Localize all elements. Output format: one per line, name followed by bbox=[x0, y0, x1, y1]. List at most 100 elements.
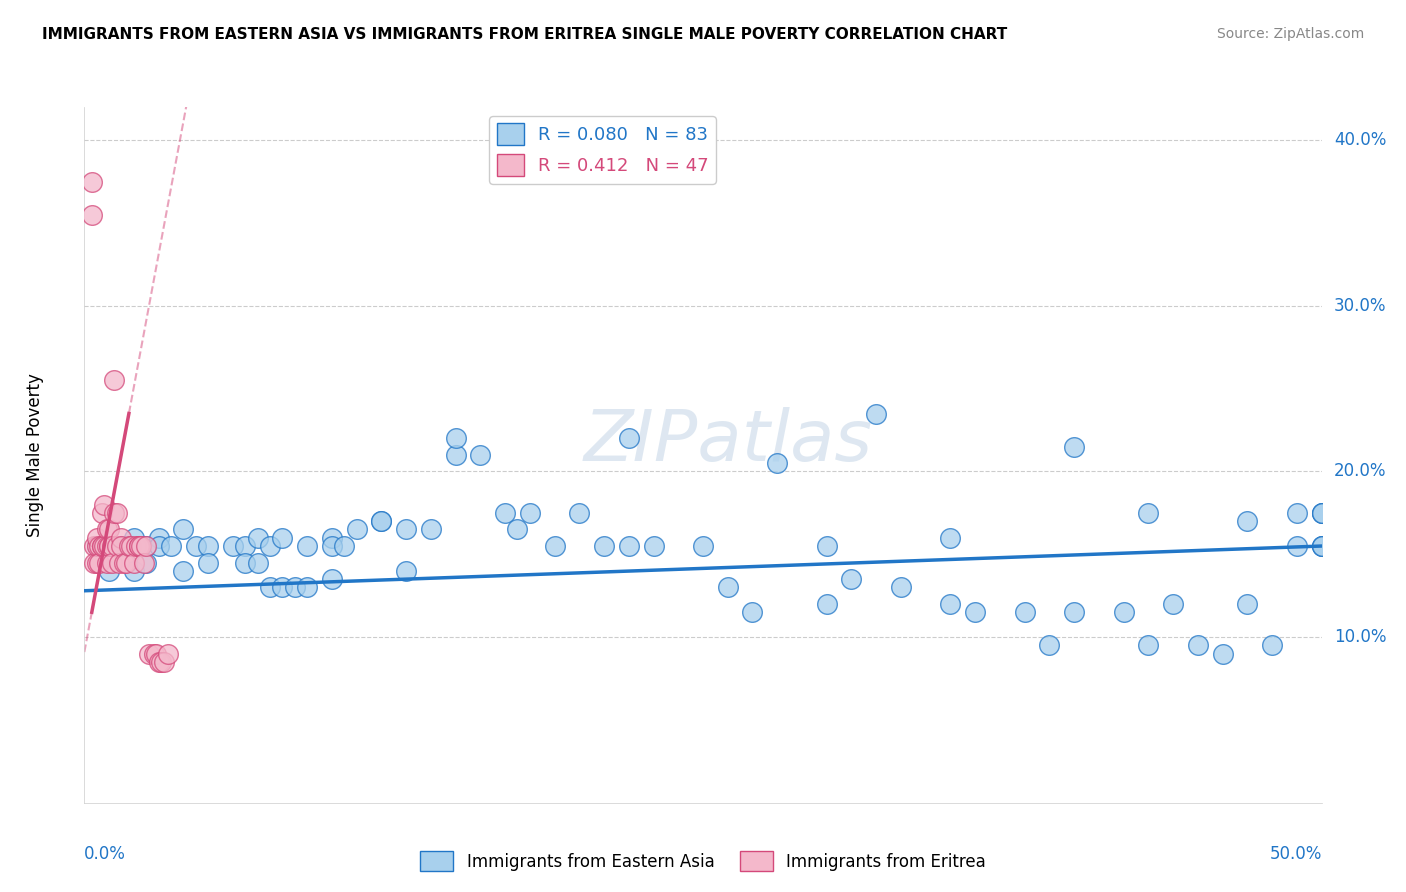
Point bbox=[128, 539, 150, 553]
Legend: Immigrants from Eastern Asia, Immigrants from Eritrea: Immigrants from Eastern Asia, Immigrants… bbox=[413, 845, 993, 878]
Point bbox=[506, 523, 529, 537]
Point bbox=[284, 581, 307, 595]
Point bbox=[259, 581, 281, 595]
Text: 20.0%: 20.0% bbox=[1334, 462, 1386, 481]
Point bbox=[120, 539, 142, 553]
Point bbox=[1285, 539, 1308, 553]
Point bbox=[122, 531, 145, 545]
Text: 40.0%: 40.0% bbox=[1334, 131, 1386, 149]
Point bbox=[1137, 639, 1160, 653]
Point bbox=[419, 523, 441, 537]
Point bbox=[370, 514, 392, 528]
Point bbox=[246, 556, 269, 570]
Point bbox=[135, 556, 157, 570]
Point bbox=[333, 539, 356, 553]
Point bbox=[444, 431, 467, 445]
Point bbox=[841, 572, 863, 586]
Point bbox=[148, 655, 170, 669]
Point bbox=[148, 539, 170, 553]
Point bbox=[122, 564, 145, 578]
Point bbox=[142, 647, 165, 661]
Point bbox=[1310, 506, 1333, 520]
Point bbox=[100, 539, 122, 553]
Point bbox=[93, 498, 115, 512]
Point bbox=[1212, 647, 1234, 661]
Point bbox=[129, 539, 152, 553]
Point bbox=[865, 407, 887, 421]
Point bbox=[122, 556, 145, 570]
Point bbox=[110, 539, 132, 553]
Point bbox=[617, 431, 640, 445]
Point bbox=[98, 539, 121, 553]
Point bbox=[1261, 639, 1284, 653]
Point bbox=[295, 581, 318, 595]
Point bbox=[98, 539, 121, 553]
Point bbox=[815, 539, 838, 553]
Point bbox=[98, 539, 121, 553]
Point bbox=[939, 597, 962, 611]
Point bbox=[1063, 440, 1085, 454]
Point bbox=[470, 448, 492, 462]
Point bbox=[105, 506, 128, 520]
Point bbox=[494, 506, 516, 520]
Point bbox=[965, 605, 987, 619]
Point bbox=[1310, 506, 1333, 520]
Text: Single Male Poverty: Single Male Poverty bbox=[25, 373, 44, 537]
Point bbox=[86, 539, 108, 553]
Point bbox=[1310, 506, 1333, 520]
Point bbox=[86, 531, 108, 545]
Point bbox=[172, 564, 194, 578]
Point bbox=[103, 373, 125, 387]
Point bbox=[246, 531, 269, 545]
Point bbox=[444, 448, 467, 462]
Point bbox=[86, 539, 108, 553]
Point bbox=[118, 539, 141, 553]
Point bbox=[1038, 639, 1060, 653]
Point bbox=[172, 523, 194, 537]
Point bbox=[110, 539, 132, 553]
Point bbox=[148, 531, 170, 545]
Point bbox=[108, 556, 131, 570]
Point bbox=[1137, 506, 1160, 520]
Point bbox=[1112, 605, 1135, 619]
Point bbox=[125, 539, 148, 553]
Point bbox=[128, 539, 150, 553]
Point bbox=[110, 531, 132, 545]
Text: ZIPatlas: ZIPatlas bbox=[583, 407, 872, 475]
Point bbox=[80, 175, 103, 189]
Point bbox=[815, 597, 838, 611]
Point bbox=[370, 514, 392, 528]
Point bbox=[1285, 506, 1308, 520]
Point bbox=[1014, 605, 1036, 619]
Point bbox=[321, 572, 343, 586]
Point bbox=[80, 208, 103, 222]
Point bbox=[1236, 514, 1258, 528]
Point bbox=[89, 556, 111, 570]
Point bbox=[138, 647, 160, 661]
Point bbox=[593, 539, 616, 553]
Point bbox=[90, 539, 112, 553]
Point bbox=[115, 556, 138, 570]
Point bbox=[96, 523, 118, 537]
Point bbox=[568, 506, 591, 520]
Point bbox=[321, 531, 343, 545]
Point bbox=[741, 605, 763, 619]
Point bbox=[766, 456, 789, 470]
Point bbox=[89, 539, 111, 553]
Point bbox=[90, 506, 112, 520]
Point bbox=[1187, 639, 1209, 653]
Point bbox=[395, 523, 418, 537]
Point bbox=[135, 539, 157, 553]
Point bbox=[890, 581, 912, 595]
Point bbox=[692, 539, 714, 553]
Point bbox=[295, 539, 318, 553]
Text: IMMIGRANTS FROM EASTERN ASIA VS IMMIGRANTS FROM ERITREA SINGLE MALE POVERTY CORR: IMMIGRANTS FROM EASTERN ASIA VS IMMIGRAN… bbox=[42, 27, 1008, 42]
Point bbox=[346, 523, 368, 537]
Point bbox=[1310, 539, 1333, 553]
Point bbox=[132, 556, 155, 570]
Point bbox=[233, 556, 256, 570]
Point bbox=[222, 539, 245, 553]
Point bbox=[271, 531, 294, 545]
Point bbox=[1310, 539, 1333, 553]
Text: 10.0%: 10.0% bbox=[1334, 628, 1386, 646]
